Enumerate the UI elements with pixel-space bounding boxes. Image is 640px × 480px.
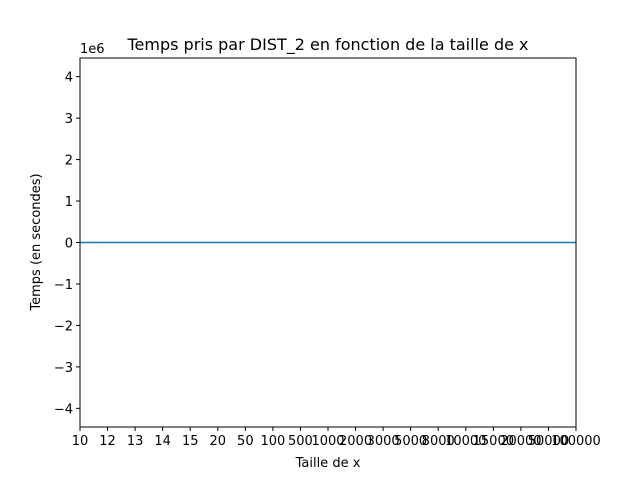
- y-offset-label: 1e6: [80, 42, 105, 57]
- x-tick-label: 13: [127, 434, 144, 449]
- x-tick-label: 50: [237, 434, 254, 449]
- x-tick-label: 10000: [445, 434, 486, 449]
- x-tick-label: 1000: [311, 434, 344, 449]
- x-tick-label: 100: [260, 434, 285, 449]
- x-tick-label: 100000: [551, 434, 601, 449]
- y-axis-label: Temps (en secondes): [29, 173, 44, 311]
- y-tick-label: −3: [54, 361, 73, 376]
- x-tick-label: 14: [154, 434, 171, 449]
- y-tick-label: 3: [65, 112, 73, 127]
- x-tick-label: 12: [99, 434, 116, 449]
- x-tick-label: 500: [288, 434, 313, 449]
- y-tick-label: −4: [54, 402, 73, 417]
- x-tick-label: 2000: [339, 434, 372, 449]
- x-tick-label: 5000: [394, 434, 427, 449]
- y-tick-label: 2: [65, 154, 73, 169]
- y-tick-label: −1: [54, 278, 73, 293]
- x-tick-label: 10: [72, 434, 89, 449]
- x-tick-label: 15: [182, 434, 199, 449]
- y-tick-label: 1: [65, 195, 73, 210]
- x-axis-label: Taille de x: [295, 456, 361, 471]
- chart-title: Temps pris par DIST_2 en fonction de la …: [126, 35, 528, 55]
- y-tick-label: 0: [65, 237, 73, 252]
- y-tick-label: −2: [54, 319, 73, 334]
- x-tick-label: 20: [210, 434, 227, 449]
- x-tick-label: 8000: [422, 434, 455, 449]
- x-tick-label: 50000: [528, 434, 569, 449]
- x-tick-label: 15000: [473, 434, 514, 449]
- x-tick-label: 3000: [367, 434, 400, 449]
- x-tick-label: 20000: [500, 434, 541, 449]
- y-tick-label: 4: [65, 71, 73, 86]
